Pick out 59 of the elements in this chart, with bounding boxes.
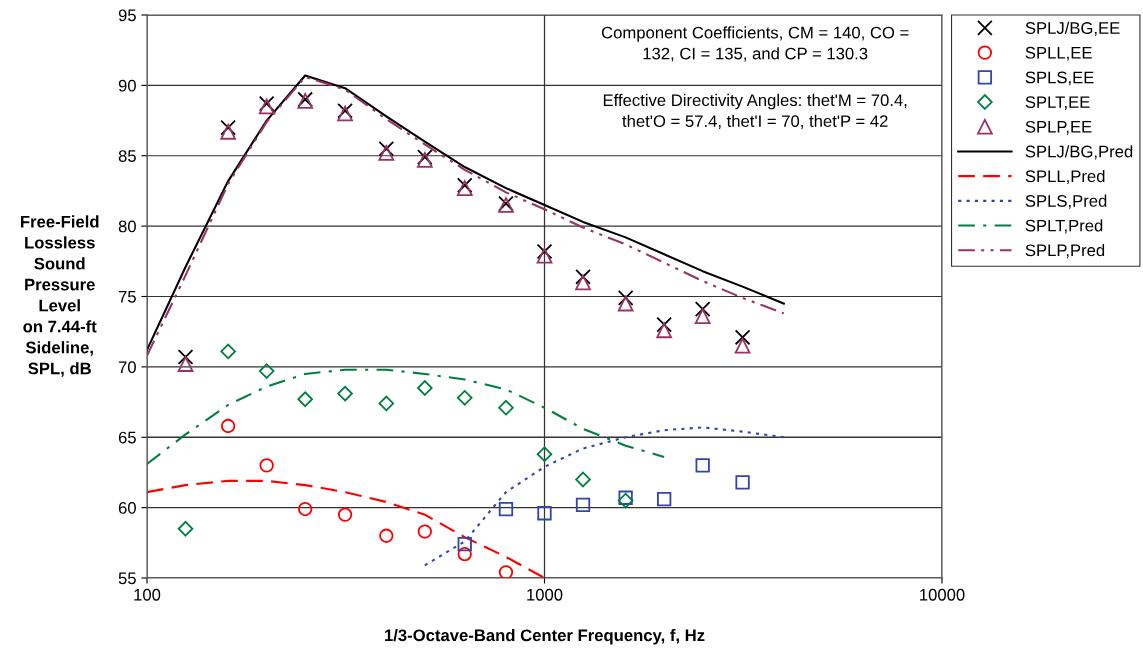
annotation: Effective Directivity Angles: thet'M = 70.4, thet'O = 57.4, thet'I = 70, thet'P = 42 — [603, 93, 907, 129]
point — [575, 274, 591, 291]
point — [378, 145, 395, 161]
legend-label: SPLS,Pred — [1025, 194, 1107, 209]
legend-label: SPLP,EE — [1025, 120, 1092, 135]
point — [575, 471, 591, 488]
legend-label: SPLT,EE — [1025, 96, 1090, 110]
point — [575, 268, 591, 285]
point — [734, 329, 751, 346]
y-tick-label: 60 — [118, 502, 136, 514]
point — [656, 316, 673, 333]
point — [417, 380, 433, 396]
legend-label: SPLT,Pred — [1025, 219, 1103, 234]
point — [617, 492, 634, 509]
y-tick-label: 85 — [118, 150, 136, 162]
point — [220, 119, 236, 136]
point — [694, 301, 711, 318]
legend-label: SPLP,Pred — [1025, 243, 1105, 259]
y-axis-title: Free-Field Lossless Sound Pressure Level on 7.44-ft Sideline, SPL, dB — [21, 215, 99, 377]
legend-label: SPLS,EE — [1025, 71, 1094, 86]
point — [536, 446, 553, 462]
point — [378, 395, 395, 412]
x-axis-title: 1/3-Octave-Band Center Frequency, f, Hz — [385, 628, 705, 645]
point — [337, 385, 353, 402]
x-tick-label: 1000 — [527, 588, 563, 601]
y-tick-label: 95 — [118, 9, 136, 22]
point — [258, 363, 275, 379]
point — [694, 308, 711, 325]
x-tick-label: 10000 — [920, 588, 965, 601]
point — [498, 399, 514, 416]
point — [177, 356, 194, 372]
point — [617, 295, 634, 312]
point — [617, 290, 634, 306]
annotation: Component Coefficients, CM = 140, CO = 132, CI = 135, and CP = 130.3 — [601, 26, 909, 62]
point — [536, 243, 553, 260]
point — [177, 520, 194, 537]
point — [456, 390, 473, 406]
line-series — [147, 368, 666, 466]
point — [297, 391, 313, 408]
x-tick-label: 100 — [134, 588, 161, 601]
legend-label: SPLL,Pred — [1025, 169, 1105, 185]
point — [656, 322, 673, 339]
point — [220, 343, 236, 360]
legend-label: SPLL,EE — [1025, 46, 1092, 61]
point — [378, 140, 395, 157]
point — [177, 349, 194, 365]
y-tick-label: 70 — [118, 361, 136, 374]
point — [220, 123, 236, 140]
line-series — [147, 479, 546, 578]
point — [734, 337, 751, 354]
y-tick-label: 90 — [118, 79, 136, 92]
y-tick-label: 75 — [118, 291, 136, 303]
y-tick-label: 65 — [118, 431, 136, 444]
y-tick-label: 55 — [118, 572, 136, 585]
line-series — [423, 426, 785, 567]
point — [536, 247, 553, 264]
y-tick-label: 80 — [118, 220, 136, 233]
legend-label: SPLJ/BG,Pred — [1025, 145, 1133, 160]
legend-label: SPLJ/BG,EE — [1025, 21, 1120, 36]
